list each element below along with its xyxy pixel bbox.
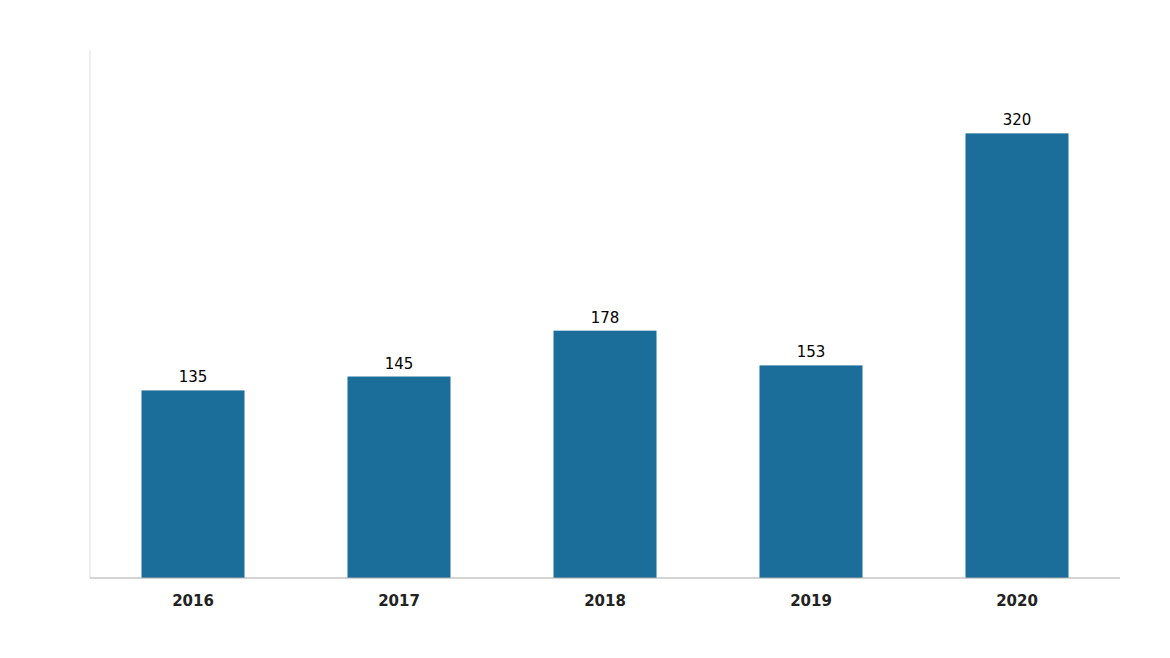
y-axis-line: [90, 50, 91, 578]
x-axis-line: [90, 578, 1120, 579]
bar: [966, 133, 1069, 578]
x-tick-label: 2020: [996, 592, 1038, 610]
bar: [142, 390, 245, 578]
x-tick-label: 2016: [172, 592, 214, 610]
chart-svg: 135 145 178 153 320 2016 2017 2018 2019 2020: [0, 0, 1170, 658]
bar: [760, 365, 863, 578]
chart-container: 135 145 178 153 320 2016 2017 2018 2019 2020: [0, 0, 1170, 658]
data-label: 145: [385, 355, 414, 373]
data-label: 320: [1003, 111, 1032, 129]
data-label: 178: [591, 309, 620, 327]
data-label: 135: [179, 368, 208, 386]
x-tick-label: 2019: [790, 592, 832, 610]
bar: [348, 377, 451, 578]
x-tick-label: 2017: [378, 592, 420, 610]
x-tick-label: 2018: [584, 592, 626, 610]
bars: [142, 133, 1069, 578]
bar: [554, 331, 657, 578]
data-label: 153: [797, 343, 826, 361]
